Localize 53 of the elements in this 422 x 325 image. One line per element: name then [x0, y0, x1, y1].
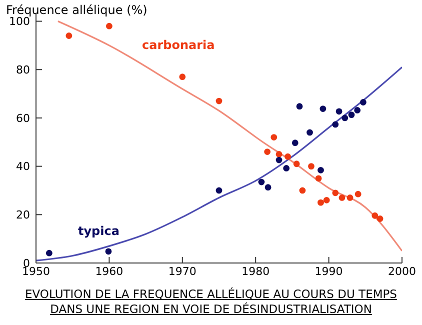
point [106, 22, 112, 30]
point [346, 194, 354, 201]
y-tick-label: 100 [9, 15, 30, 28]
y-axis-title: Fréquence allélique (%) [6, 3, 148, 17]
x-tick-label: 1960 [95, 264, 124, 278]
point [276, 151, 282, 158]
y-tick-label: 60 [16, 112, 30, 125]
point [320, 106, 326, 112]
point [318, 199, 324, 206]
point [270, 134, 278, 140]
x-tick-label: 1970 [168, 264, 196, 278]
y-tick-label: 20 [16, 208, 30, 222]
point [372, 212, 378, 219]
point [216, 187, 222, 194]
point [332, 190, 339, 196]
point [360, 99, 366, 106]
point [293, 160, 300, 168]
point [264, 148, 271, 155]
point [354, 190, 362, 198]
series-label: typica [78, 224, 120, 238]
point [66, 32, 72, 39]
text: EVOLUTION DE LA FREQUENCE ALLÉLIQUE AU COURS DU TEMPS DANS UNE REGION EN VOIE DE DÉSINDUSTRIALISATION [24, 287, 398, 317]
point [283, 165, 290, 172]
point [179, 74, 186, 80]
point [318, 166, 324, 174]
point [336, 108, 342, 115]
text: carbonaria [142, 38, 215, 52]
point [292, 140, 298, 146]
y-tick-label: 80 [16, 64, 30, 77]
point [284, 153, 292, 160]
point [264, 184, 272, 191]
point [323, 196, 330, 204]
y-tick-label: 40 [16, 160, 30, 174]
x-tick-label: 2000 [388, 264, 416, 278]
point [258, 178, 265, 186]
x-tick-label: 1980 [242, 264, 270, 278]
x-tick-label: 1990 [314, 264, 343, 278]
point [299, 187, 306, 194]
point [354, 107, 361, 114]
point [342, 114, 348, 122]
point [276, 156, 282, 164]
point [306, 129, 313, 136]
point [332, 121, 339, 128]
point [315, 175, 322, 182]
point [338, 194, 346, 201]
point [376, 216, 384, 222]
point [46, 250, 52, 256]
point [216, 98, 222, 104]
point [105, 248, 112, 255]
point [308, 163, 314, 170]
point [348, 112, 355, 118]
line-series [57, 20, 402, 252]
point [296, 103, 303, 110]
